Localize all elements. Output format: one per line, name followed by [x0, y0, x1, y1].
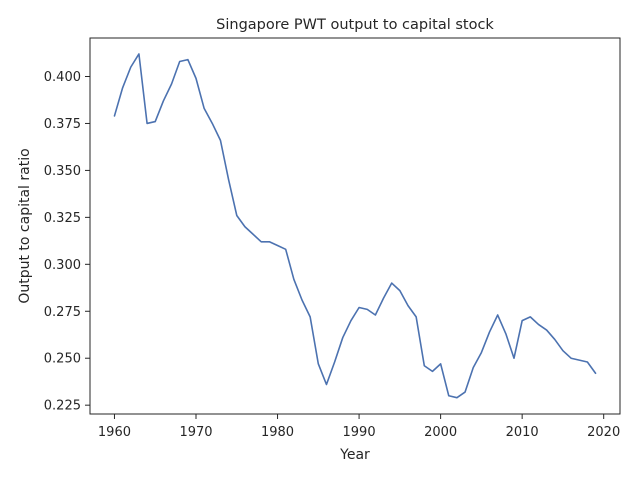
plot-area-frame [89, 37, 621, 415]
y-axis: 0.225 0.250 0.275 0.300 0.325 0.350 0.375 0.400 [44, 70, 90, 414]
x-tick-label: 2020 [587, 425, 620, 440]
x-tick-label: 1970 [179, 425, 212, 440]
y-tick-label: 0.350 [44, 164, 81, 179]
x-tick-label: 2000 [424, 425, 457, 440]
y-tick-label: 0.325 [44, 211, 81, 226]
y-tick-label: 0.375 [44, 117, 81, 132]
y-axis-label: Output to capital ratio [17, 148, 33, 303]
y-tick-label: 0.275 [44, 305, 81, 320]
y-tick-label: 0.400 [44, 70, 81, 85]
x-tick-label: 2010 [506, 425, 539, 440]
x-axis-label: Year [339, 447, 370, 463]
x-tick-label: 1960 [98, 425, 131, 440]
y-tick-label: 0.250 [44, 352, 81, 367]
x-tick-label: 1980 [261, 425, 294, 440]
chart-title: Singapore PWT output to capital stock [216, 17, 494, 33]
y-tick-label: 0.225 [44, 399, 81, 414]
x-axis: 1960 1970 1980 1990 2000 2010 2020 [98, 414, 620, 440]
series-line [113, 53, 597, 399]
y-tick-label: 0.300 [44, 258, 81, 273]
x-tick-label: 1990 [343, 425, 376, 440]
